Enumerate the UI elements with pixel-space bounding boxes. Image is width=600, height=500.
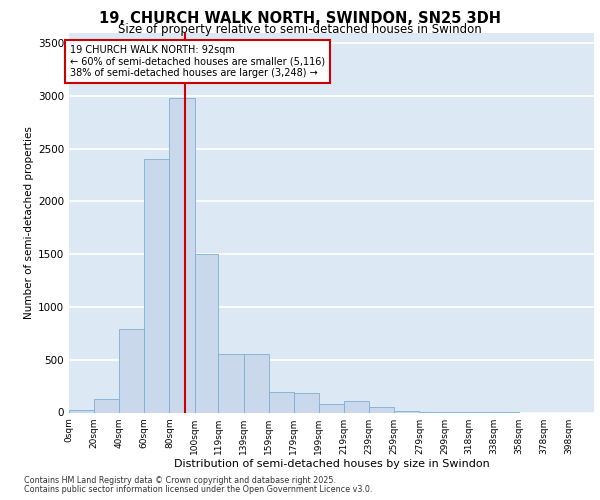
Bar [169, 98, 194, 412]
Bar [369, 406, 394, 412]
Bar [244, 354, 269, 412]
Text: Contains public sector information licensed under the Open Government Licence v3: Contains public sector information licen… [24, 484, 373, 494]
Bar [269, 392, 294, 412]
Y-axis label: Number of semi-detached properties: Number of semi-detached properties [24, 126, 34, 319]
Bar [344, 402, 369, 412]
Bar [294, 393, 319, 412]
Text: 19, CHURCH WALK NORTH, SWINDON, SN25 3DH: 19, CHURCH WALK NORTH, SWINDON, SN25 3DH [99, 11, 501, 26]
Bar [194, 254, 218, 412]
Bar [394, 410, 419, 412]
Bar [319, 404, 344, 412]
Bar [94, 399, 119, 412]
Bar [218, 354, 244, 412]
Text: Contains HM Land Registry data © Crown copyright and database right 2025.: Contains HM Land Registry data © Crown c… [24, 476, 336, 485]
Bar [69, 410, 94, 412]
Text: Size of property relative to semi-detached houses in Swindon: Size of property relative to semi-detach… [118, 22, 482, 36]
Bar [145, 159, 169, 412]
Text: 19 CHURCH WALK NORTH: 92sqm
← 60% of semi-detached houses are smaller (5,116)
38: 19 CHURCH WALK NORTH: 92sqm ← 60% of sem… [70, 45, 325, 78]
X-axis label: Distribution of semi-detached houses by size in Swindon: Distribution of semi-detached houses by … [173, 460, 490, 469]
Bar [119, 329, 145, 412]
